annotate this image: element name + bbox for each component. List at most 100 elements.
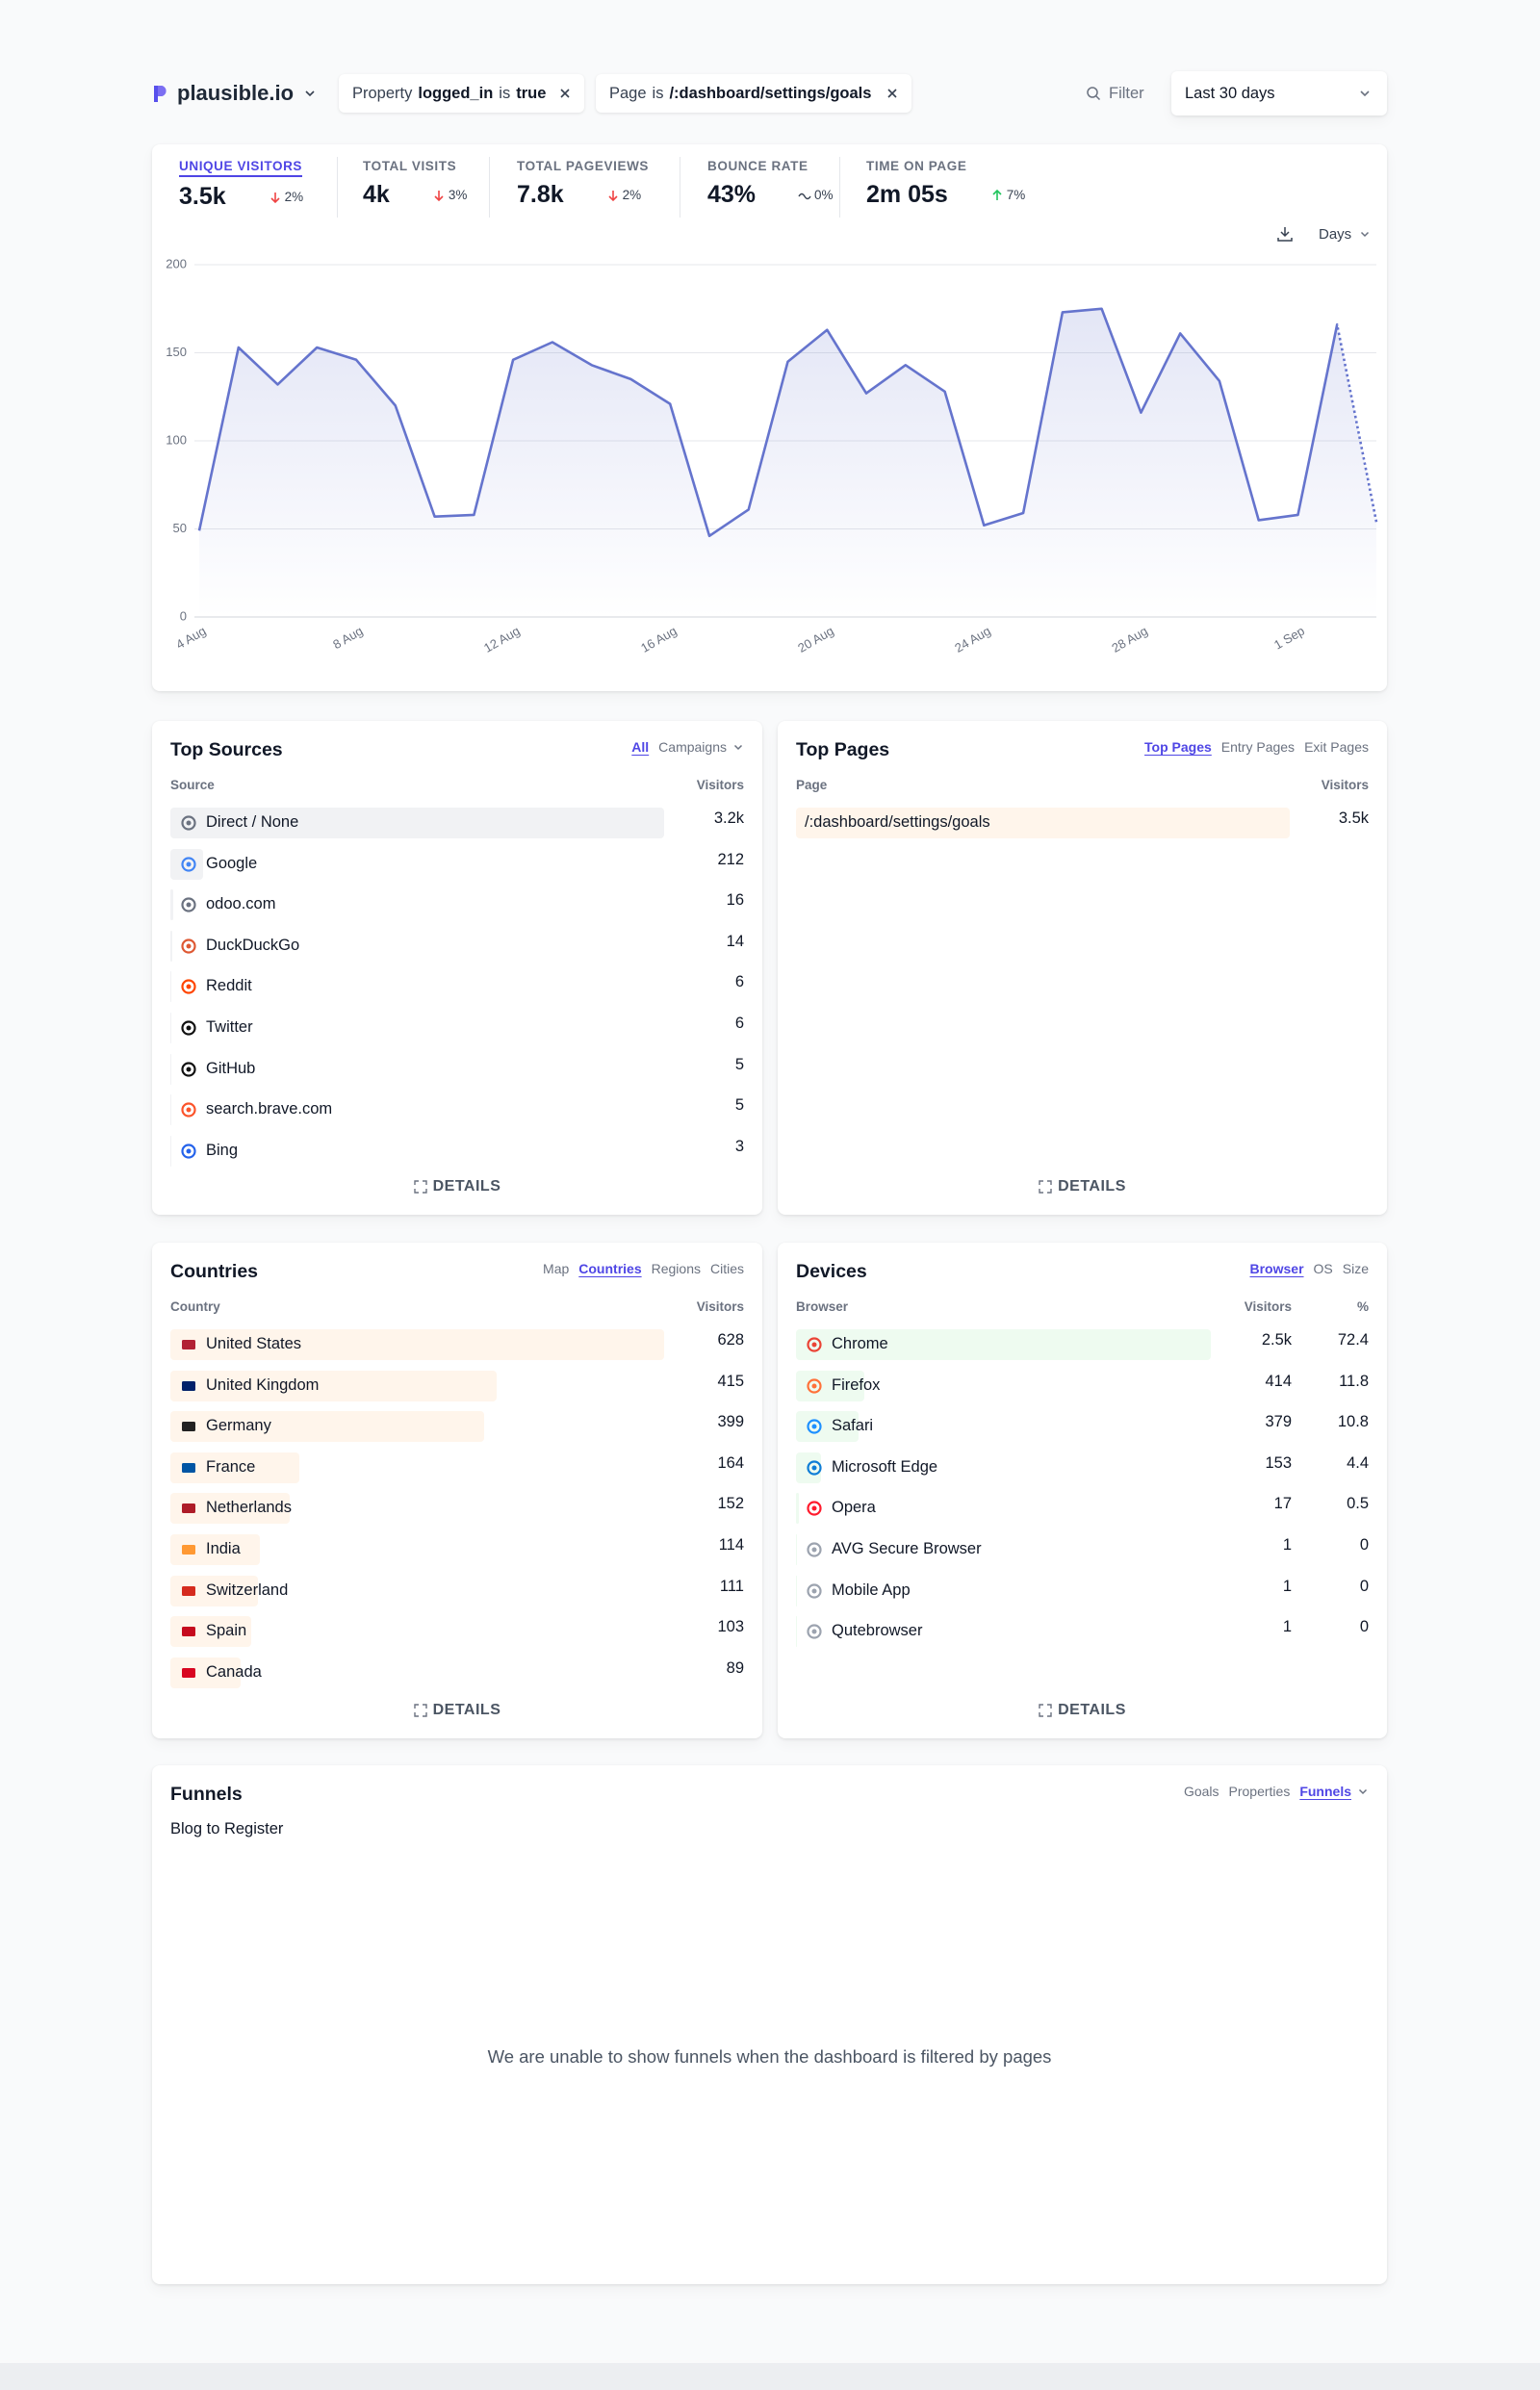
top-stat[interactable]: BOUNCE RATE 43% 0% <box>707 158 834 209</box>
icon-dot <box>811 1629 817 1634</box>
row-visitors: 628 <box>717 1331 744 1349</box>
row-name[interactable]: Direct / None <box>206 813 299 831</box>
icon-circle <box>807 1419 822 1434</box>
row-name[interactable]: Safari <box>832 1417 874 1435</box>
row-visitors: 399 <box>717 1413 744 1431</box>
top-stat[interactable]: UNIQUE VISITORS 3.5k 2% <box>179 158 303 211</box>
row-name[interactable]: United States <box>206 1335 302 1352</box>
chevron <box>1358 1788 1368 1795</box>
panel-tabs: Goals Properties Funnels <box>1184 1784 1369 1799</box>
row-name[interactable]: Bing <box>206 1141 239 1159</box>
row-visitors: 89 <box>726 1658 744 1677</box>
expand-icon <box>1039 1704 1052 1717</box>
period-text: Last 30 days <box>1185 84 1275 102</box>
chevron <box>305 90 315 97</box>
tab[interactable]: Campaigns <box>658 739 727 755</box>
details-text: DETAILS <box>432 1178 501 1195</box>
expand-icon <box>413 1704 427 1717</box>
panel-tabs: Top Pages Entry Pages Exit Pages <box>1144 739 1369 755</box>
row-name[interactable]: United Kingdom <box>206 1375 320 1394</box>
flag <box>182 1503 195 1514</box>
row-icon <box>807 1377 822 1394</box>
row-visitors: 3 <box>734 1137 744 1155</box>
row-name[interactable]: Chrome <box>832 1335 888 1352</box>
details-button[interactable]: DETAILS <box>778 1178 1387 1195</box>
row-name[interactable]: Netherlands <box>206 1499 292 1517</box>
flag <box>182 1462 195 1473</box>
icon-dot <box>186 1067 192 1072</box>
tab[interactable]: Map <box>543 1261 570 1276</box>
details-text: DETAILS <box>1058 1702 1126 1718</box>
details-button[interactable]: DETAILS <box>152 1178 762 1195</box>
top-stat[interactable]: TIME ON PAGE 2m 05s 7% <box>866 158 1025 209</box>
row-percent: 10.8 <box>1337 1413 1369 1431</box>
row-visitors: 212 <box>717 850 744 868</box>
tab[interactable]: Regions <box>651 1261 701 1276</box>
row-visitors: 17 <box>1273 1495 1292 1513</box>
tab[interactable]: All <box>631 739 650 755</box>
period-picker[interactable]: Last 30 days <box>1171 71 1387 116</box>
row-name[interactable]: Twitter <box>206 1018 253 1036</box>
trend-icon <box>798 193 811 199</box>
panel-tabs: All Campaigns <box>631 739 744 755</box>
devices-card: Devices Browser OS Size Browser Visitors% Chro… <box>778 1243 1387 1738</box>
filter-chip[interactable]: Page is /:dashboard/settings/goals <box>596 74 911 113</box>
stat-change: 2% <box>606 188 641 202</box>
trend-down <box>434 190 444 201</box>
change-text: 3% <box>448 188 468 202</box>
row-name[interactable]: Microsoft Edge <box>832 1457 938 1476</box>
row-name[interactable]: Canada <box>206 1662 262 1681</box>
tab[interactable]: Goals <box>1183 1784 1219 1799</box>
flag <box>182 1545 195 1555</box>
row-percent: 0 <box>1359 1618 1369 1636</box>
row-name[interactable]: Mobile App <box>832 1580 911 1599</box>
tab[interactable]: Countries <box>578 1261 642 1276</box>
row-name[interactable]: Opera <box>832 1499 876 1517</box>
row-name[interactable]: DuckDuckGo <box>206 936 300 954</box>
row-name[interactable]: search.brave.com <box>206 1100 333 1118</box>
row-bar <box>170 930 173 962</box>
row-icon <box>181 1061 196 1077</box>
logo <box>154 86 167 102</box>
row-name[interactable]: Germany <box>206 1417 271 1435</box>
row-name[interactable]: Firefox <box>832 1375 881 1394</box>
row-bar <box>796 1329 1211 1360</box>
row-name[interactable]: GitHub <box>206 1059 256 1077</box>
filter-button[interactable]: Filter <box>1086 81 1144 106</box>
tab[interactable]: OS <box>1313 1261 1333 1276</box>
tab[interactable]: Cities <box>709 1261 744 1276</box>
remove-filter[interactable] <box>886 88 898 99</box>
filter-chip[interactable]: Property logged_in is true <box>339 74 584 113</box>
row-name[interactable]: Qutebrowser <box>832 1622 923 1640</box>
row-name[interactable]: France <box>206 1457 256 1476</box>
details-button[interactable]: DETAILS <box>152 1702 762 1719</box>
tab[interactable]: Size <box>1342 1261 1369 1276</box>
stat-value: 7.8k <box>517 181 564 208</box>
row-name[interactable]: Switzerland <box>206 1580 289 1599</box>
tab[interactable]: Browser <box>1249 1261 1304 1276</box>
tab[interactable]: Entry Pages <box>1220 739 1296 755</box>
row-name[interactable]: Google <box>206 854 258 872</box>
interval-picker[interactable]: Days <box>1276 225 1371 243</box>
panel-tabs: Map Countries Regions Cities <box>543 1261 744 1276</box>
row-name[interactable]: /:dashboard/settings/goals <box>805 813 990 831</box>
row-name[interactable]: AVG Secure Browser <box>832 1540 982 1557</box>
top-stat[interactable]: TOTAL PAGEVIEWS 7.8k 2% <box>517 158 649 209</box>
icon-circle <box>807 1624 822 1639</box>
top-stat[interactable]: TOTAL VISITS 4k 3% <box>363 158 467 209</box>
row-name[interactable]: India <box>206 1540 241 1557</box>
row-name[interactable]: Spain <box>206 1622 247 1640</box>
tab[interactable]: Funnels <box>1299 1784 1351 1799</box>
download-icon[interactable] <box>1276 225 1294 243</box>
row-name[interactable]: odoo.com <box>206 895 276 913</box>
filter-key: logged_in <box>418 84 494 102</box>
remove-filter[interactable] <box>559 88 571 99</box>
tab[interactable]: Properties <box>1228 1784 1291 1799</box>
details-button[interactable]: DETAILS <box>778 1702 1387 1719</box>
tab[interactable]: Top Pages <box>1144 739 1212 755</box>
stat-value: 43% <box>707 181 757 208</box>
row-visitors: 5 <box>734 1055 744 1073</box>
tab[interactable]: Exit Pages <box>1304 739 1369 755</box>
site-switcher[interactable]: plausible.io <box>152 81 317 106</box>
row-name[interactable]: Reddit <box>206 977 252 995</box>
